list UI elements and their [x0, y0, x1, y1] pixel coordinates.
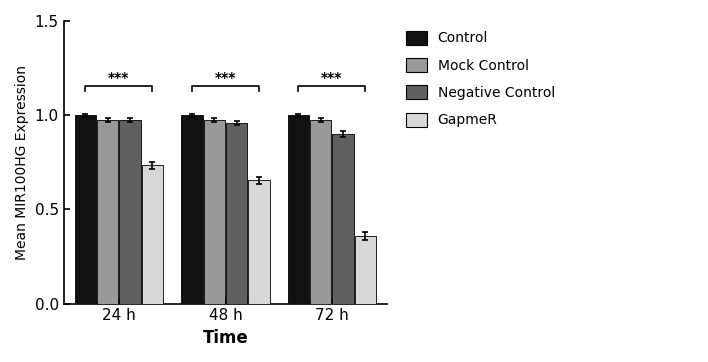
Bar [181, 115, 202, 304]
Bar [204, 120, 225, 304]
Bar [310, 120, 331, 304]
Bar [142, 165, 163, 304]
Text: ***: *** [321, 71, 343, 85]
Bar [120, 120, 141, 304]
Bar [287, 115, 309, 304]
Bar [226, 123, 247, 304]
Bar [249, 180, 270, 304]
Bar [355, 236, 376, 304]
Bar [97, 120, 118, 304]
Y-axis label: Mean MIR100HG Expression: Mean MIR100HG Expression [15, 65, 29, 260]
Legend: Control, Mock Control, Negative Control, GapmeR: Control, Mock Control, Negative Control,… [397, 22, 564, 136]
X-axis label: Time: Time [202, 329, 249, 347]
Bar [333, 134, 354, 304]
Text: ***: *** [108, 71, 130, 85]
Text: ***: *** [215, 71, 236, 85]
Bar [75, 115, 96, 304]
